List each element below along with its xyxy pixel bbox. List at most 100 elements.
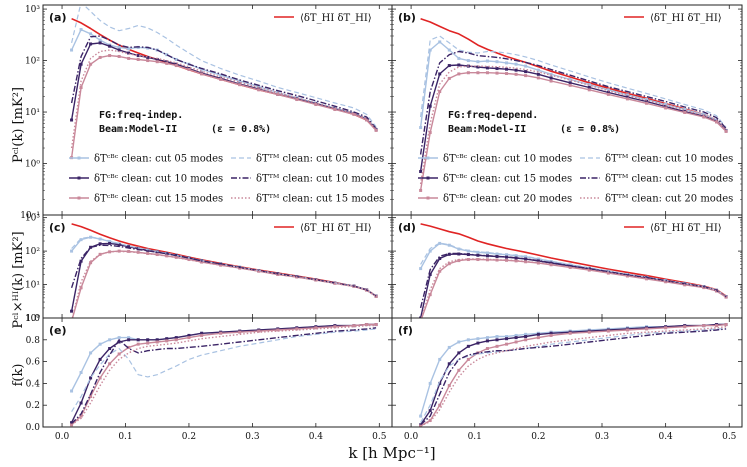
data-point xyxy=(79,85,83,89)
data-point xyxy=(365,118,369,122)
annotation-text: (ε = 0.8%) xyxy=(560,124,620,135)
y-tick-label: 10⁰ xyxy=(25,314,40,324)
series-group xyxy=(419,17,728,192)
data-point xyxy=(457,259,461,263)
y-axis-label-row3: f(k) xyxy=(11,364,26,387)
data-point xyxy=(117,336,121,340)
legend-label-ref: ⟨δT_HI δT_HI⟩ xyxy=(650,13,722,24)
data-point xyxy=(257,85,261,89)
data-point xyxy=(98,357,102,361)
series-line-cbc15 xyxy=(70,54,377,158)
data-point xyxy=(136,54,140,58)
annotation-text: Beam:Model-II xyxy=(99,124,177,135)
data-point xyxy=(524,335,528,339)
data-point xyxy=(136,57,140,61)
data-point xyxy=(457,72,461,76)
data-point xyxy=(155,57,159,61)
data-point xyxy=(447,384,451,388)
data-point xyxy=(70,118,74,122)
data-point xyxy=(495,67,499,71)
data-point xyxy=(485,336,489,340)
data-point xyxy=(117,352,121,356)
data-point xyxy=(514,333,518,337)
data-point xyxy=(127,51,131,55)
panel-f: 0.0 0.1 0.2 0.3 0.4 0.5 (f) xyxy=(391,317,743,442)
data-point xyxy=(476,341,480,345)
data-point xyxy=(165,254,169,258)
data-point xyxy=(549,76,553,80)
data-point xyxy=(70,309,74,313)
data-point xyxy=(238,83,242,87)
data-point xyxy=(438,257,442,261)
data-point xyxy=(117,45,121,49)
data-point xyxy=(89,42,93,46)
data-point xyxy=(165,252,169,256)
data-point xyxy=(89,394,93,398)
series-line-tm05 xyxy=(420,328,727,423)
x-tick-label: 0.3 xyxy=(245,432,260,442)
data-point xyxy=(715,324,719,328)
data-point xyxy=(127,47,131,51)
data-point xyxy=(568,331,572,335)
data-point xyxy=(664,106,668,110)
data-point xyxy=(514,340,518,344)
data-point xyxy=(79,401,83,405)
x-axis-label: k [h Mpc⁻¹] xyxy=(348,444,435,462)
data-point xyxy=(645,101,649,105)
data-point xyxy=(664,103,668,107)
data-point xyxy=(505,258,509,262)
data-point xyxy=(438,357,442,361)
legend-label: δTᶜᴮᶜ clean: cut 20 modes xyxy=(443,194,572,205)
data-point xyxy=(98,342,102,346)
annotation-text: Beam:Model-II xyxy=(448,124,526,135)
data-point xyxy=(419,188,423,192)
data-point xyxy=(536,261,540,265)
data-point xyxy=(485,347,489,351)
data-point xyxy=(257,88,261,92)
data-point xyxy=(238,330,242,334)
data-point xyxy=(683,108,687,112)
panel-a: 10⁻¹ 10⁰ 10¹ 10² 10³ (a) ⟨δT_HI δT_HI⟩ FG:freq-… xyxy=(20,4,393,221)
data-point xyxy=(70,320,73,323)
data-point xyxy=(625,274,629,278)
panel-letter: (e) xyxy=(49,324,67,337)
data-point xyxy=(174,57,178,61)
y-axis-label-row2: Pᶜˡ×ᴴᴵ(k) [mK²] xyxy=(11,231,26,328)
data-point xyxy=(428,48,432,52)
x-tick-label: 0.1 xyxy=(118,432,132,442)
data-point xyxy=(606,90,610,94)
data-point xyxy=(70,249,74,253)
data-point xyxy=(536,336,540,340)
data-point xyxy=(457,368,461,372)
data-point xyxy=(625,328,629,332)
data-point xyxy=(536,72,540,76)
legend-label: δTᶜᴮᶜ clean: cut 10 modes xyxy=(443,154,572,165)
data-point xyxy=(457,63,461,67)
data-point xyxy=(438,403,442,407)
data-point xyxy=(419,126,423,130)
legend-marker xyxy=(426,176,430,180)
data-point xyxy=(466,344,470,348)
panel-c: 10⁰ 10¹ 10² 10³ (c) ⟨δT_HI δT_HI⟩ xyxy=(25,214,393,324)
data-point xyxy=(702,115,706,119)
data-point xyxy=(447,362,451,366)
data-point xyxy=(200,331,204,335)
data-point xyxy=(466,338,470,342)
data-point xyxy=(514,259,518,263)
x-tick-label: 0.2 xyxy=(182,432,196,442)
data-point xyxy=(174,336,178,340)
x-tick-label: 0.1 xyxy=(468,432,482,442)
data-point xyxy=(219,73,223,77)
data-point xyxy=(419,169,423,173)
series-line-cbc10 xyxy=(420,323,727,426)
legend-label: δTᶜᴮᶜ clean: cut 15 modes xyxy=(94,194,223,205)
data-point xyxy=(127,338,131,342)
series-line-tm15 xyxy=(71,324,377,426)
x-tick-label: 0.2 xyxy=(531,432,545,442)
data-point xyxy=(485,59,489,63)
data-point xyxy=(428,131,432,135)
data-point xyxy=(536,332,540,336)
data-point xyxy=(98,376,102,380)
data-point xyxy=(683,325,687,329)
data-point xyxy=(549,259,553,263)
